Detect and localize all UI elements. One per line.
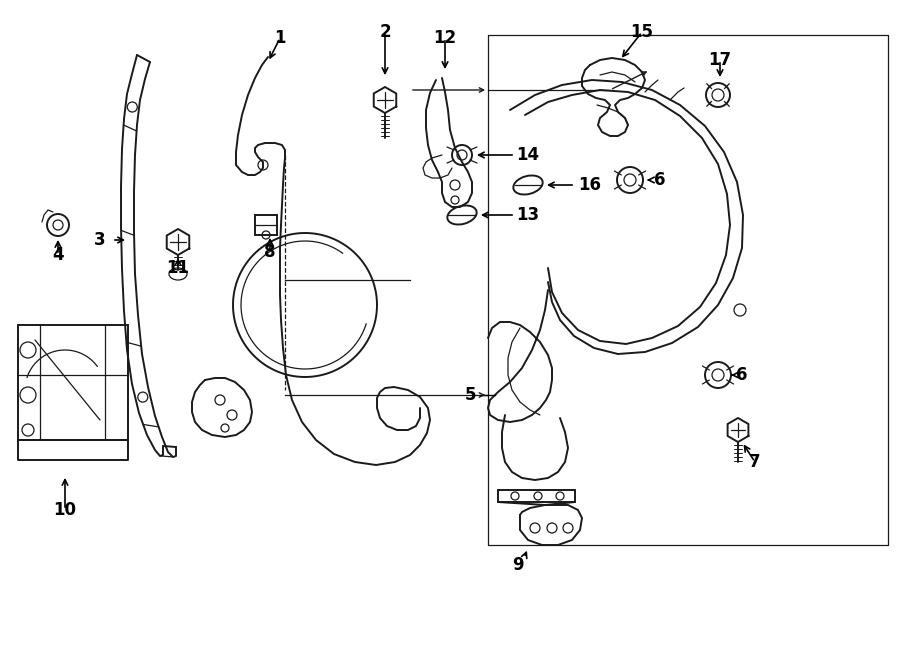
Text: 12: 12 (434, 29, 456, 47)
Text: 3: 3 (94, 231, 106, 249)
Bar (255, 215, 277, 235)
Text: 13: 13 (517, 206, 540, 224)
Text: 6: 6 (654, 171, 666, 189)
Text: 1: 1 (274, 29, 286, 47)
Text: 2: 2 (379, 23, 391, 41)
Text: 4: 4 (52, 246, 64, 264)
Text: 9: 9 (512, 556, 524, 574)
Text: 16: 16 (579, 176, 601, 194)
Text: 17: 17 (708, 51, 732, 69)
Bar (18, 325, 128, 440)
Text: 7: 7 (749, 453, 760, 471)
Text: 5: 5 (464, 386, 476, 404)
Text: 15: 15 (631, 23, 653, 41)
Text: 8: 8 (265, 243, 275, 261)
Text: 6: 6 (736, 366, 748, 384)
Text: 11: 11 (166, 259, 190, 277)
Text: 10: 10 (53, 501, 76, 519)
Text: 14: 14 (517, 146, 540, 164)
